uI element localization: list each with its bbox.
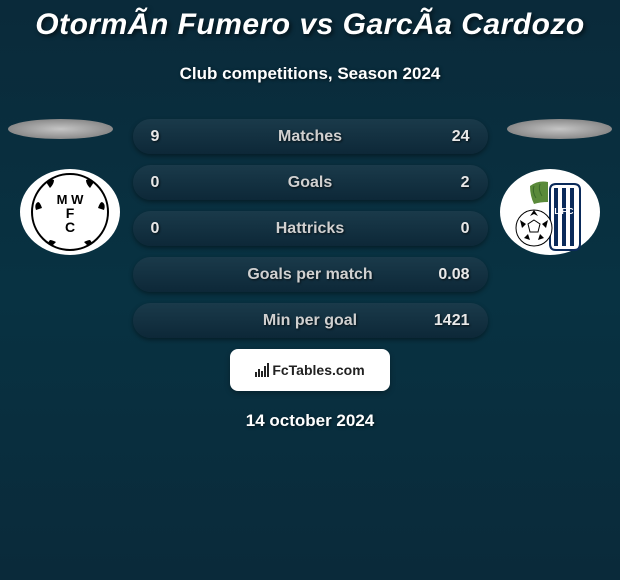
- stat-row-goals-per-match: Goals per match 0.08: [133, 257, 488, 292]
- subtitle: Club competitions, Season 2024: [0, 64, 620, 84]
- branding-text: FcTables.com: [255, 362, 364, 378]
- stat-value-right: 24: [430, 128, 470, 146]
- club-badge-left: M W F C: [20, 169, 120, 255]
- branding-label: FcTables.com: [272, 362, 364, 378]
- stat-value-right: 2: [430, 174, 470, 192]
- stat-row-min-per-goal: Min per goal 1421: [133, 303, 488, 338]
- stat-value-left: 0: [151, 220, 191, 238]
- stat-label: Min per goal: [191, 312, 430, 330]
- stats-container: 9 Matches 24 0 Goals 2 0 Hattricks 0 Goa…: [133, 119, 488, 338]
- stat-label: Goals: [191, 174, 430, 192]
- stat-value-left: 9: [151, 128, 191, 146]
- pedestal-right: [507, 119, 612, 139]
- svg-text:L.F.C.: L.F.C.: [554, 207, 575, 216]
- stat-value-right: 0.08: [430, 266, 470, 284]
- chart-icon: [255, 363, 269, 377]
- date-text: 14 october 2024: [0, 411, 620, 431]
- lfc-logo-icon: L.F.C.: [510, 172, 590, 252]
- stat-label: Goals per match: [191, 266, 430, 284]
- branding-box[interactable]: FcTables.com: [230, 349, 390, 391]
- stat-row-hattricks: 0 Hattricks 0: [133, 211, 488, 246]
- club-badge-right: L.F.C.: [500, 169, 600, 255]
- stat-value-right: 1421: [430, 312, 470, 330]
- content-area: M W F C L.F.C. 9 Matches 24: [0, 119, 620, 431]
- svg-text:C: C: [65, 219, 75, 235]
- stat-value-right: 0: [430, 220, 470, 238]
- stat-row-goals: 0 Goals 2: [133, 165, 488, 200]
- stat-label: Matches: [191, 128, 430, 146]
- page-title: OtormÃ­n Fumero vs GarcÃ­a Cardozo: [0, 0, 620, 42]
- stat-value-left: 0: [151, 174, 191, 192]
- mw-logo-icon: M W F C: [30, 172, 110, 252]
- stat-label: Hattricks: [191, 220, 430, 238]
- pedestal-left: [8, 119, 113, 139]
- stat-row-matches: 9 Matches 24: [133, 119, 488, 154]
